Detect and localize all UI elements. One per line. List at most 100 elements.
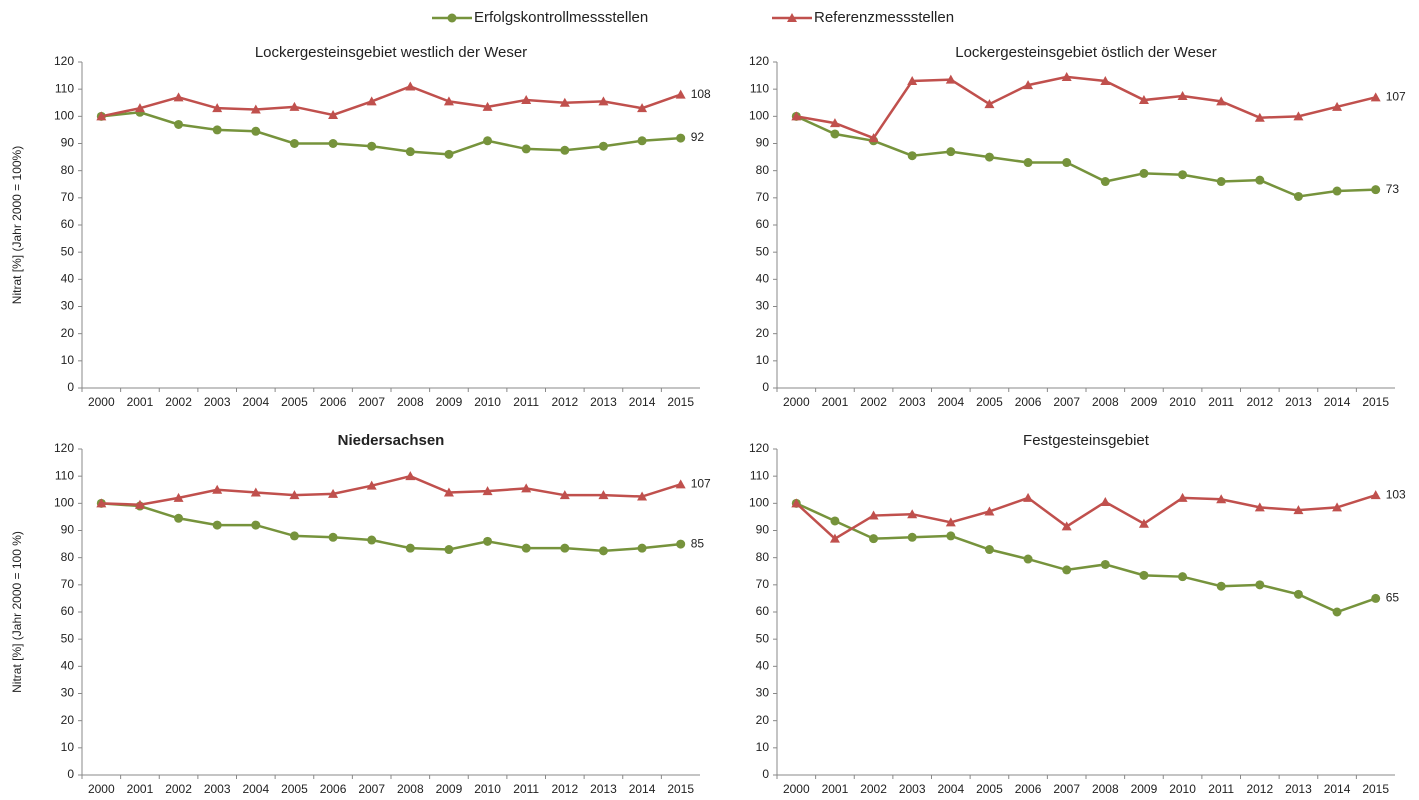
y-tick-label: 70 — [756, 577, 770, 591]
marker — [212, 103, 223, 113]
y-tick-label: 80 — [61, 163, 75, 177]
y-tick-label: 90 — [756, 523, 770, 537]
marker — [869, 534, 879, 544]
marker — [1023, 158, 1033, 168]
marker — [328, 532, 338, 542]
marker — [447, 13, 457, 23]
y-tick-label: 70 — [61, 190, 75, 204]
marker — [250, 487, 261, 497]
x-tick-label: 2000 — [88, 782, 115, 796]
marker — [787, 13, 797, 22]
marker — [1138, 518, 1149, 528]
data-label: 108 — [691, 87, 711, 101]
marker — [560, 145, 570, 155]
marker — [598, 96, 609, 106]
data-label: 103 — [1386, 487, 1406, 501]
y-tick-label: 40 — [756, 272, 770, 286]
y-tick-label: 120 — [54, 441, 74, 455]
x-tick-label: 2003 — [204, 782, 231, 796]
y-tick-label: 70 — [756, 190, 770, 204]
marker — [1023, 80, 1034, 90]
marker — [946, 531, 956, 541]
marker — [791, 498, 802, 508]
x-tick-label: 2004 — [937, 395, 964, 409]
x-tick-label: 2012 — [551, 782, 578, 796]
marker — [830, 516, 840, 526]
chart-title: Lockergesteinsgebiet östlich der Weser — [955, 44, 1217, 61]
y-tick-label: 0 — [762, 380, 769, 394]
marker — [907, 151, 917, 161]
marker — [367, 141, 377, 151]
marker — [945, 517, 956, 527]
x-tick-label: 2003 — [204, 395, 231, 409]
marker — [443, 96, 454, 106]
marker — [559, 97, 570, 107]
x-tick-label: 2006 — [320, 395, 347, 409]
y-tick-label: 80 — [756, 163, 770, 177]
marker — [598, 490, 609, 500]
marker — [1178, 170, 1188, 180]
x-tick-label: 2011 — [1208, 395, 1234, 409]
y-tick-label: 100 — [54, 496, 74, 510]
marker — [289, 139, 299, 148]
marker — [560, 543, 570, 553]
marker — [521, 483, 532, 493]
x-tick-label: 2014 — [629, 395, 656, 409]
x-tick-label: 2002 — [165, 395, 192, 409]
marker — [907, 509, 918, 519]
x-tick-label: 2014 — [1324, 395, 1351, 409]
x-tick-label: 2000 — [783, 395, 810, 409]
marker — [984, 99, 995, 109]
y-axis-label: Nitrat [%] (Jahr 2000 = 100 %) — [10, 531, 24, 693]
series-line — [795, 502, 1377, 614]
chart-title: Festgesteinsgebiet — [1023, 432, 1150, 449]
marker — [289, 531, 299, 541]
y-tick-label: 70 — [61, 577, 75, 591]
data-label: 85 — [691, 536, 705, 550]
marker — [1177, 90, 1188, 100]
y-tick-label: 110 — [55, 468, 74, 482]
y-tick-label: 60 — [61, 217, 75, 231]
x-tick-label: 2008 — [397, 782, 424, 796]
y-tick-label: 40 — [756, 659, 770, 673]
marker — [96, 498, 107, 508]
marker — [174, 119, 184, 129]
x-tick-label: 2007 — [358, 782, 385, 796]
marker — [367, 535, 377, 545]
marker — [1255, 580, 1265, 590]
marker — [637, 103, 648, 113]
marker — [444, 545, 454, 555]
marker — [174, 513, 184, 523]
marker — [1139, 168, 1149, 178]
y-tick-label: 10 — [61, 353, 75, 367]
marker — [328, 488, 339, 498]
marker — [366, 480, 377, 490]
x-tick-label: 2004 — [937, 782, 964, 796]
marker — [328, 109, 339, 119]
marker — [791, 111, 802, 121]
chart-title: Lockergesteinsgebiet westlich der Weser — [255, 44, 527, 61]
marker — [1061, 521, 1072, 531]
y-tick-label: 100 — [54, 109, 74, 123]
marker — [559, 490, 570, 500]
marker — [1293, 191, 1303, 201]
x-tick-label: 2006 — [320, 782, 347, 796]
x-tick-label: 2001 — [822, 395, 849, 409]
x-tick-label: 2002 — [165, 782, 192, 796]
data-label: 73 — [1386, 182, 1400, 196]
marker — [1332, 101, 1343, 111]
marker — [251, 520, 261, 530]
marker — [96, 111, 107, 121]
marker — [173, 92, 184, 102]
x-tick-label: 2012 — [1246, 395, 1273, 409]
marker — [907, 76, 918, 86]
y-tick-label: 90 — [61, 523, 75, 537]
marker — [521, 543, 531, 553]
marker — [1216, 177, 1226, 187]
x-tick-label: 2013 — [590, 782, 617, 796]
y-tick-label: 40 — [61, 659, 75, 673]
chart-title: Niedersachsen — [338, 432, 445, 449]
marker — [1100, 177, 1110, 187]
marker — [1061, 71, 1072, 81]
